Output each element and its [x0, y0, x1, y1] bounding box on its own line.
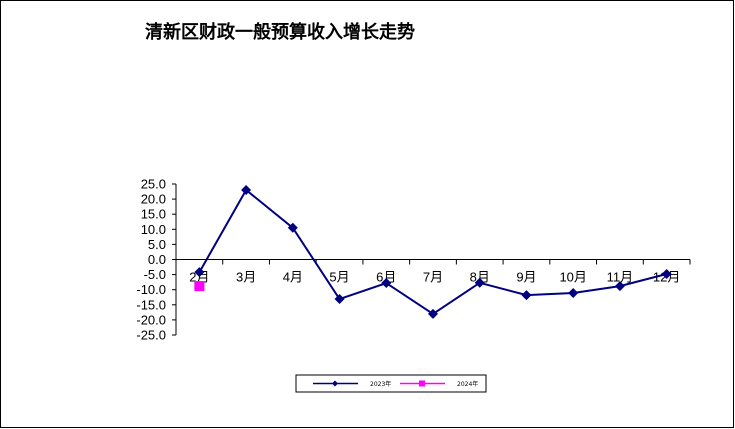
legend-marker [419, 380, 425, 387]
y-tick-label: 5.0 [148, 237, 166, 252]
data-point [428, 308, 438, 319]
legend-box [295, 374, 487, 393]
x-tick-label: 3月 [236, 270, 256, 285]
data-point [194, 281, 205, 292]
y-tick-label: -20.0 [136, 312, 166, 327]
x-tick-label: 8月 [470, 270, 490, 285]
x-tick-label: 4月 [283, 270, 303, 285]
y-tick-label: -10.0 [136, 282, 166, 297]
y-tick-label: -5.0 [144, 267, 166, 282]
legend-label: 2024年 [457, 380, 478, 388]
data-point [521, 290, 532, 301]
data-point [241, 185, 252, 196]
y-tick-label: 25.0 [141, 177, 166, 192]
data-point [614, 281, 625, 292]
legend: 2023年 2024年 [295, 374, 487, 393]
y-tick-label: -25.0 [136, 328, 166, 343]
axes: 25.020.015.010.05.00.0-5.0-10.0-15.0-20.… [136, 177, 691, 343]
chart-title: 清新区财政一般预算收入增长走势 [145, 21, 415, 43]
y-tick-label: 10.0 [141, 222, 166, 237]
x-tick-label: 10月 [559, 270, 586, 285]
data-point [334, 294, 345, 305]
legend-label: 2023年 [370, 380, 391, 388]
x-tick-label: 6月 [376, 270, 396, 285]
x-tick-label: 11月 [607, 270, 634, 285]
data-point [661, 268, 672, 279]
y-tick-label: 15.0 [141, 207, 166, 222]
x-tick-label: 9月 [516, 270, 536, 285]
data-point [381, 278, 392, 289]
data-point [474, 277, 485, 288]
series-group [194, 185, 672, 319]
data-point [194, 267, 205, 278]
data-point [287, 222, 298, 233]
y-tick-label: -15.0 [136, 297, 166, 312]
legend-marker [332, 380, 338, 387]
x-tick-label: 5月 [329, 270, 349, 285]
y-tick-label: 20.0 [141, 192, 166, 207]
data-point [568, 288, 579, 299]
y-tick-label: 0.0 [148, 252, 166, 267]
x-tick-label: 7月 [423, 270, 443, 285]
